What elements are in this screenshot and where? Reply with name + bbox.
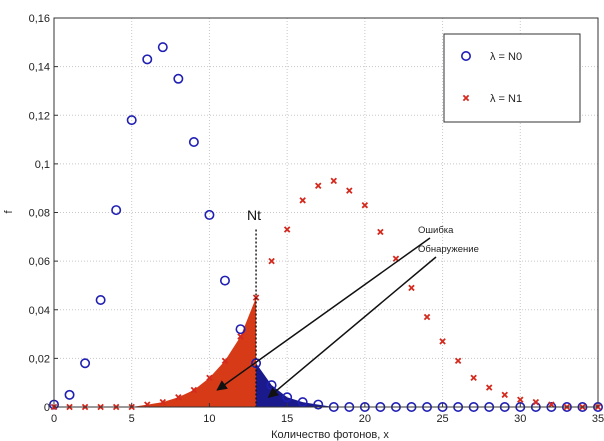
annotations: Ошибка Обнаружение [216, 225, 479, 398]
data-point-cross [221, 357, 229, 365]
data-point-cross [237, 333, 244, 340]
data-point-cross [408, 284, 415, 292]
y-tick-label: 0,04 [29, 305, 50, 317]
data-point-cross [144, 401, 151, 408]
series-2 [50, 177, 602, 411]
x-tick-label: 0 [51, 413, 57, 425]
data-point-cross [548, 401, 555, 408]
threshold-label: Nt [247, 207, 261, 223]
data-point-circle [235, 324, 246, 335]
y-tick-label: 0,12 [29, 110, 50, 122]
data-point-circle [80, 358, 91, 369]
x-axis-label: Количество фотонов, x [271, 429, 389, 441]
x-tick-label: 35 [592, 413, 604, 425]
data-point-cross [330, 177, 338, 185]
data-point-cross [346, 187, 353, 194]
x-tick-label: 25 [436, 413, 448, 425]
data-point-cross [439, 338, 446, 345]
data-point-circle [142, 54, 153, 65]
data-point-cross [268, 257, 275, 265]
data-point-circle [111, 205, 122, 216]
x-tick-label: 10 [203, 413, 215, 425]
data-point-cross [501, 391, 508, 399]
annotation-arrow [216, 237, 431, 391]
data-point-cross [377, 228, 384, 236]
data-point-cross [517, 396, 524, 403]
annotation-detection: Обнаружение [418, 244, 479, 255]
data-point-circle [204, 209, 215, 220]
data-point-circle [95, 295, 106, 306]
data-point-cross [532, 398, 540, 406]
annotation-error: Ошибка [418, 225, 454, 236]
legend-box [443, 33, 581, 123]
legend-label: λ = N0 [490, 51, 522, 63]
data-point-circle [282, 392, 293, 403]
y-tick-label: 0,02 [29, 353, 50, 365]
data-point-cross [485, 384, 493, 391]
data-point-cross [470, 374, 477, 382]
data-point-cross [454, 357, 462, 365]
y-tick-label: 0,16 [29, 13, 50, 25]
y-tick-label: 0 [44, 402, 50, 414]
data-point-circle [126, 115, 137, 126]
data-point-circle [64, 389, 75, 400]
data-point-circle [219, 275, 230, 286]
annotation-arrow [267, 256, 437, 398]
data-point-cross [159, 398, 167, 406]
data-point-circle [297, 397, 308, 408]
data-point-cross [299, 197, 306, 204]
data-point-circle [157, 42, 168, 53]
data-point-cross [190, 386, 198, 394]
x-tick-label: 15 [281, 413, 293, 425]
y-tick-label: 0,08 [29, 208, 50, 220]
y-tick-label: 0,1 [35, 159, 50, 171]
data-point-cross [423, 313, 431, 321]
legend: λ = N0 λ = N1 [443, 33, 581, 123]
x-tick-label: 5 [129, 413, 135, 425]
x-tick-label: 20 [359, 413, 371, 425]
threshold: Nt [247, 207, 261, 407]
y-axis-label: f [3, 210, 15, 214]
data-point-circle [313, 399, 324, 410]
region-error [54, 297, 257, 407]
x-tick-label: 30 [514, 413, 526, 425]
legend-label: λ = N1 [490, 93, 522, 105]
y-tick-label: 0,06 [29, 256, 50, 268]
data-point-circle [173, 73, 184, 84]
data-point-cross [361, 201, 369, 209]
data-point-cross [175, 394, 182, 401]
data-point-cross [314, 182, 322, 189]
y-tick-label: 0,14 [29, 62, 50, 74]
axes: 0 5 10 15 20 25 30 35 0 0,02 0,04 0,06 0,08 0,1 0,12 0,… [3, 13, 604, 441]
legend-marker-cross [462, 94, 470, 102]
legend-marker-circle [460, 50, 471, 61]
data-point-cross [283, 226, 291, 233]
data-point-circle [188, 136, 199, 147]
data-point-cross [206, 374, 213, 382]
